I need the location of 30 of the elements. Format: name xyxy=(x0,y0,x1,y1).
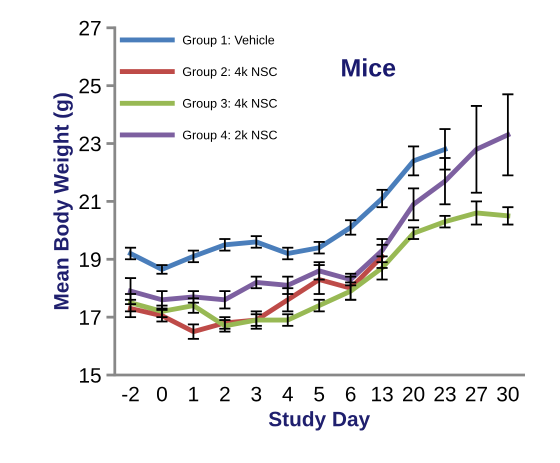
line-series xyxy=(128,210,510,328)
x-tick-label: 6 xyxy=(346,386,356,402)
y-axis-title: Mean Body Weight (g) xyxy=(53,93,73,310)
x-tick-label: 13 xyxy=(372,386,393,402)
x-tick-label: 0 xyxy=(156,386,167,402)
x-tick-label: 30 xyxy=(497,386,519,402)
legend-label: Group 3: 4k NSC xyxy=(182,98,277,110)
x-tick-label: -2 xyxy=(122,386,139,402)
x-tick-label: 2 xyxy=(220,386,230,402)
x-tick-label: 4 xyxy=(282,386,293,402)
line-series xyxy=(128,146,448,272)
text: Mice xyxy=(342,58,396,77)
x-tick-label: 27 xyxy=(466,386,487,402)
y-tick-label: 25 xyxy=(79,78,101,94)
y-tick-label: 19 xyxy=(80,252,101,268)
x-axis-title: Study Day xyxy=(268,411,370,431)
x-tick-label: 1 xyxy=(189,386,198,402)
x-tick-label: 3 xyxy=(251,386,262,402)
y-tick-label: 21 xyxy=(79,194,101,209)
y-tick-label: 23 xyxy=(79,136,101,152)
line-series xyxy=(128,132,510,302)
legend-label: Group 4: 2k NSC xyxy=(182,130,277,142)
legend-label: Group 2: 4k NSC xyxy=(182,66,277,79)
y-tick-label: 17 xyxy=(80,310,101,325)
y-tick-label: 15 xyxy=(80,368,101,383)
x-tick-label: 5 xyxy=(314,386,324,402)
y-tick-label: 27 xyxy=(79,20,101,36)
legend-label: Group 1: Vehicle xyxy=(182,35,274,47)
x-tick-label: 23 xyxy=(434,386,456,402)
x-tick-label: 20 xyxy=(403,386,424,402)
